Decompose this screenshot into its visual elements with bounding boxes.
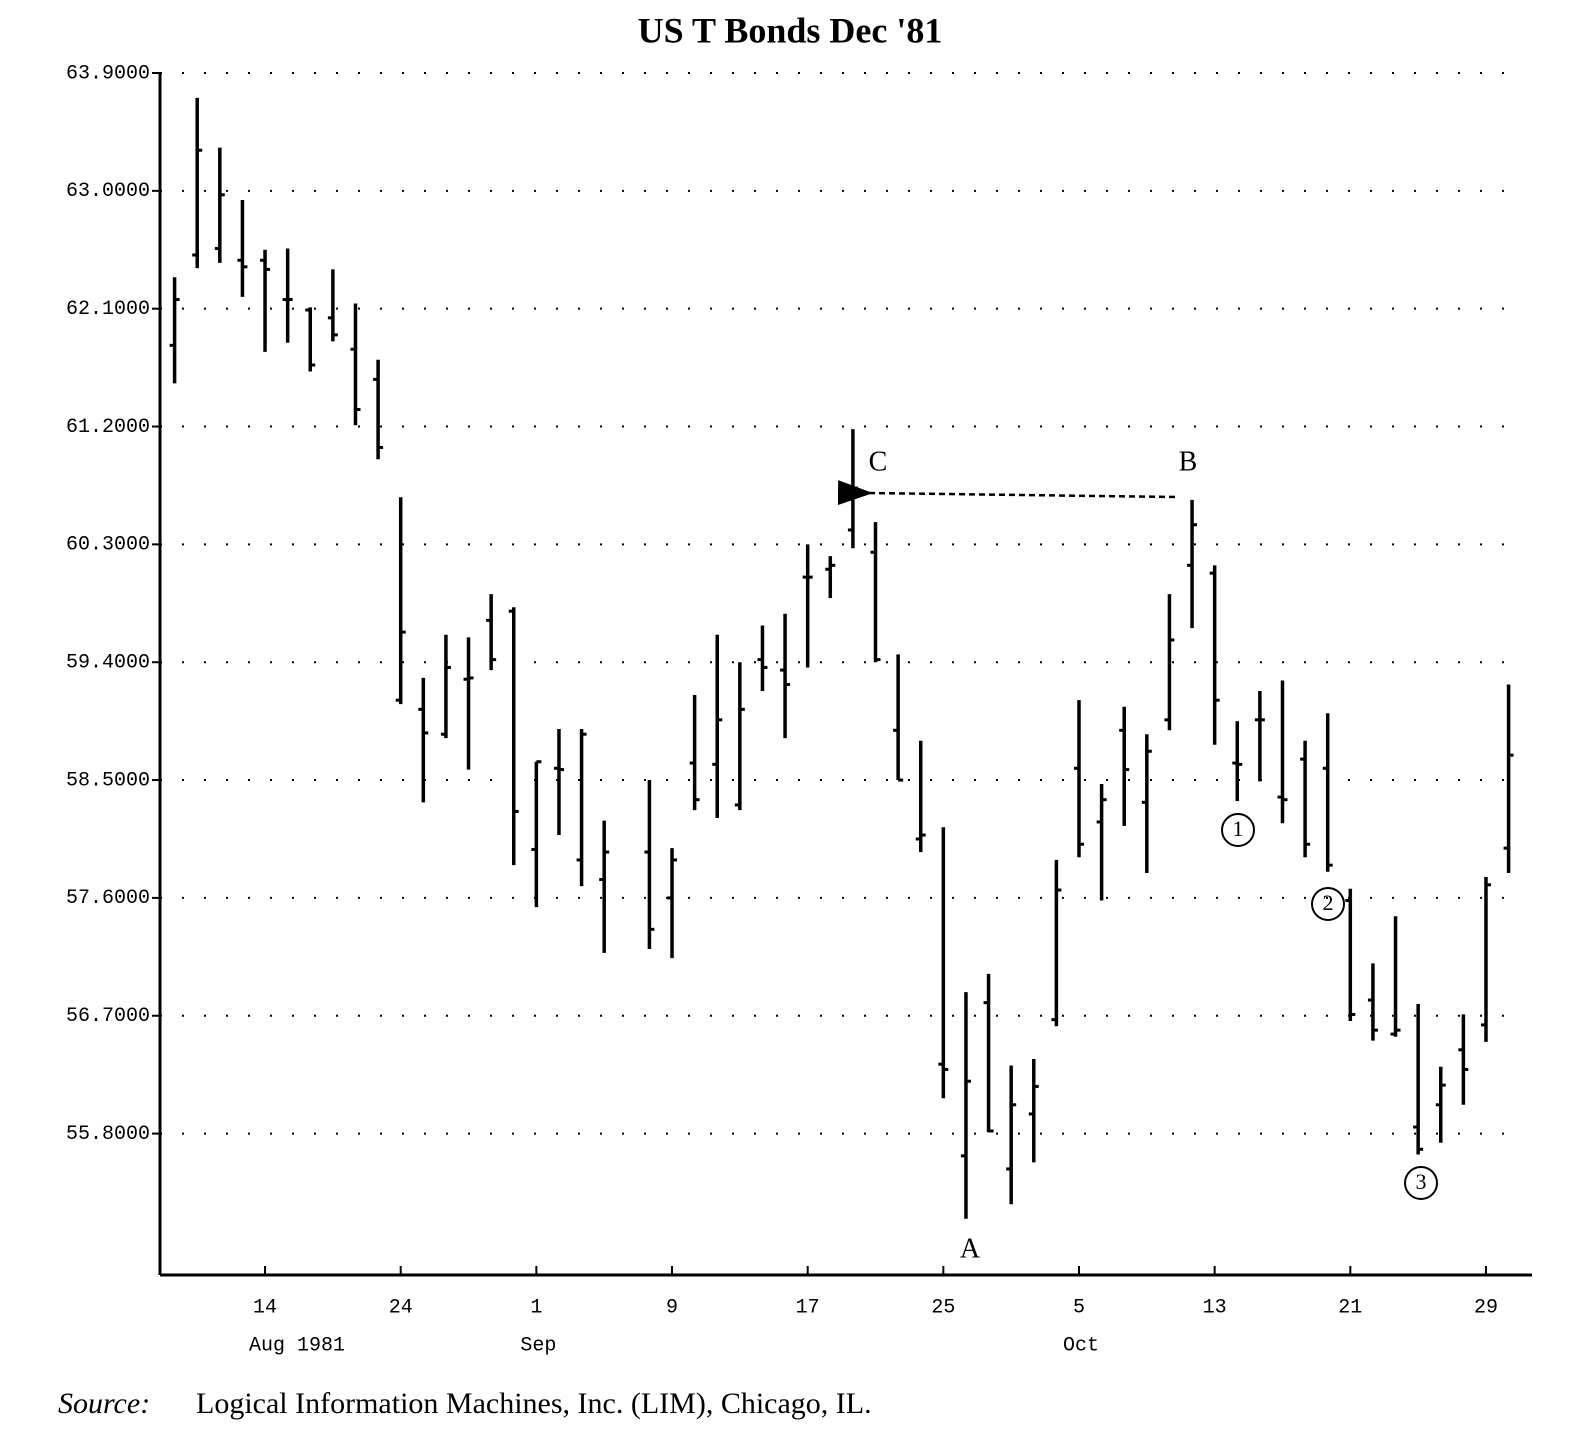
x-tick-label: 14 — [253, 1296, 277, 1319]
x-tick-label: 17 — [796, 1296, 820, 1319]
x-tick-label: 21 — [1338, 1296, 1362, 1319]
x-tick-label: 9 — [666, 1296, 678, 1319]
annotation: B — [1179, 446, 1198, 477]
y-tick-label: 61.2000 — [66, 416, 150, 439]
y-tick-label: 62.1000 — [66, 298, 150, 321]
y-tick-label: 57.6000 — [66, 887, 150, 910]
month-label: Sep — [520, 1334, 556, 1357]
annotation: 3 — [1416, 1169, 1427, 1194]
x-tick-label: 5 — [1073, 1296, 1085, 1319]
x-tick-label: 1 — [530, 1296, 542, 1319]
y-tick-label: 63.9000 — [66, 62, 150, 85]
x-tick-label: 29 — [1474, 1296, 1498, 1319]
annotation: 1 — [1233, 816, 1244, 841]
annotation: A — [960, 1233, 981, 1264]
source-label: Source: — [58, 1387, 150, 1420]
y-tick-label: 63.0000 — [66, 180, 150, 203]
y-tick-label: 55.8000 — [66, 1123, 150, 1146]
y-tick-label: 58.5000 — [66, 769, 150, 792]
chart-title: US T Bonds Dec '81 — [638, 10, 943, 50]
x-tick-label: 25 — [931, 1296, 955, 1319]
x-tick-label: 24 — [389, 1296, 413, 1319]
month-label: Oct — [1063, 1334, 1099, 1357]
annotation-circle — [1404, 1166, 1438, 1200]
x-tick-label: 13 — [1203, 1296, 1227, 1319]
annotation: C — [869, 446, 888, 477]
annotation-circle — [1311, 887, 1345, 921]
arrow — [837, 480, 1176, 506]
month-label: Aug 1981 — [249, 1334, 345, 1357]
annotation: 2 — [1323, 890, 1334, 915]
annotation-circle — [1221, 813, 1255, 847]
y-tick-label: 56.7000 — [66, 1005, 150, 1028]
source: Logical Information Machines, Inc. (LIM)… — [196, 1387, 872, 1420]
y-tick-label: 59.4000 — [66, 651, 150, 674]
y-tick-label: 60.3000 — [66, 534, 150, 557]
